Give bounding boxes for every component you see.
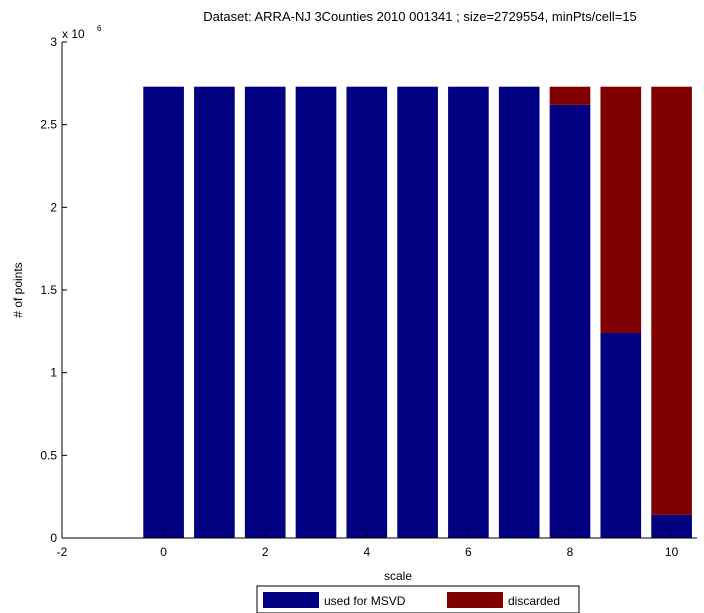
legend-label-used: used for MSVD <box>324 594 406 608</box>
bar-used-scale-8 <box>550 105 591 538</box>
bar-used-scale-1 <box>194 87 235 538</box>
bar-used-scale-3 <box>296 87 337 538</box>
legend: used for MSVD discarded <box>257 586 579 613</box>
x-tick-label: 10 <box>665 545 679 559</box>
x-tick-label: 2 <box>262 545 269 559</box>
y-tick-label: 0 <box>50 531 57 545</box>
legend-swatch-used <box>263 592 319 608</box>
bar-used-scale-9 <box>600 333 641 538</box>
y-axis-multiplier-exponent: 6 <box>97 24 102 33</box>
bar-discarded-scale-8 <box>550 87 591 105</box>
x-tick-label: 6 <box>465 545 472 559</box>
y-tick-label: 3 <box>50 35 57 49</box>
bar-discarded-scale-10 <box>651 87 692 515</box>
bar-used-scale-0 <box>143 87 184 538</box>
y-axis-multiplier-base: x 10 <box>62 27 85 41</box>
legend-label-discarded: discarded <box>508 594 560 608</box>
bar-discarded-scale-9 <box>600 87 641 333</box>
bar-used-scale-4 <box>346 87 387 538</box>
y-axis-ticks: 0 0.5 1 1.5 2 2.5 3 <box>40 35 67 545</box>
x-axis-label: scale <box>384 569 412 583</box>
x-tick-label: 4 <box>363 545 370 559</box>
bar-used-scale-2 <box>245 87 286 538</box>
bar-used-scale-5 <box>397 87 438 538</box>
y-tick-label: 1.5 <box>40 283 57 297</box>
x-tick-label: 8 <box>567 545 574 559</box>
y-tick-label: 2.5 <box>40 118 57 132</box>
bar-used-scale-7 <box>499 87 540 538</box>
chart-title: Dataset: ARRA-NJ 3Counties 2010 001341 ;… <box>203 9 637 24</box>
bar-used-scale-6 <box>448 87 489 538</box>
x-tick-label: 0 <box>160 545 167 559</box>
y-tick-label: 1 <box>50 366 57 380</box>
legend-swatch-discarded <box>447 592 503 608</box>
x-tick-label: -2 <box>57 545 68 559</box>
bars-layer <box>143 87 692 538</box>
y-tick-label: 0.5 <box>40 448 57 462</box>
y-tick-label: 2 <box>50 200 57 214</box>
y-axis-multiplier: x 10 6 <box>62 24 102 41</box>
y-axis-label: # of points <box>11 262 25 317</box>
